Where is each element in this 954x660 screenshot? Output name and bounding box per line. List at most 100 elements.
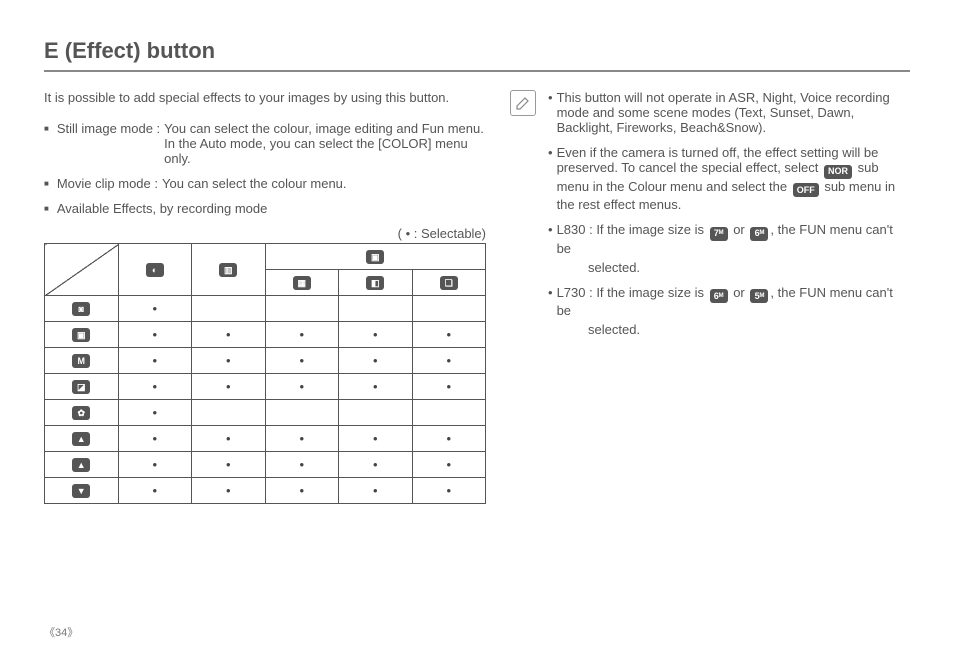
table-row-header: ◙ bbox=[45, 296, 119, 322]
note-4-text: L730 : If the image size is 6ᴹ or 5ᴹ, th… bbox=[557, 285, 910, 319]
manual-page: E (Effect) button It is possible to add … bbox=[0, 0, 954, 660]
table-cell bbox=[265, 322, 339, 348]
note-4-tail: selected. bbox=[548, 322, 910, 337]
size-icon: 5ᴹ bbox=[750, 289, 768, 303]
page-number-value: 34 bbox=[55, 627, 67, 639]
table-cell bbox=[265, 348, 339, 374]
note-4-pre: L730 : If the image size is bbox=[557, 285, 708, 300]
selectable-dot bbox=[373, 458, 378, 472]
table-cell bbox=[192, 452, 266, 478]
table-cell bbox=[118, 400, 192, 426]
table-row-header: ◪ bbox=[45, 374, 119, 400]
selectable-dot bbox=[152, 458, 157, 472]
bullet-still-body: You can select the colour, image editing… bbox=[164, 121, 486, 166]
page-title: E (Effect) button bbox=[44, 38, 910, 72]
mode-icon: ▲ bbox=[72, 432, 90, 446]
bullet-marker bbox=[44, 176, 53, 191]
selectable-dot bbox=[299, 328, 304, 342]
table-row: ▼ bbox=[45, 478, 486, 504]
mode-icon: ▲ bbox=[72, 458, 90, 472]
bullet-dot: • bbox=[548, 222, 553, 256]
selectable-dot bbox=[299, 380, 304, 394]
table-row: ▣ bbox=[45, 322, 486, 348]
note-icon bbox=[510, 90, 536, 116]
bullet-dot: • bbox=[548, 90, 553, 135]
table-subcol-header: ❏ bbox=[412, 270, 486, 296]
bullet-marker bbox=[44, 121, 53, 166]
selectable-dot bbox=[152, 302, 157, 316]
table-cell bbox=[412, 426, 486, 452]
size-icon: 7ᴹ bbox=[710, 227, 728, 241]
table-cell bbox=[412, 478, 486, 504]
table-cell bbox=[192, 322, 266, 348]
note-item-4: • L730 : If the image size is 6ᴹ or 5ᴹ, … bbox=[548, 285, 910, 319]
bullet-dot: • bbox=[548, 145, 553, 212]
table-row-header: ▼ bbox=[45, 478, 119, 504]
bullet-movie: Movie clip mode : You can select the col… bbox=[44, 176, 486, 191]
bullet-movie-label: Movie clip mode : bbox=[57, 176, 158, 191]
table-cell bbox=[192, 296, 266, 322]
table-cell bbox=[412, 348, 486, 374]
selectable-dot bbox=[373, 432, 378, 446]
selectable-dot bbox=[152, 406, 157, 420]
table-subcol-header: ▦ bbox=[265, 270, 339, 296]
table-row-header: M bbox=[45, 348, 119, 374]
table-cell bbox=[192, 426, 266, 452]
mode-icon: ◙ bbox=[72, 302, 90, 316]
note-4-mid: or bbox=[730, 285, 749, 300]
selectable-dot bbox=[299, 354, 304, 368]
note-2-text: Even if the camera is turned off, the ef… bbox=[557, 145, 910, 212]
table-cell bbox=[339, 348, 413, 374]
off-icon: OFF bbox=[793, 183, 819, 197]
table-cell bbox=[339, 452, 413, 478]
fun-icon: ▣ bbox=[366, 250, 384, 264]
pencil-icon bbox=[515, 95, 531, 111]
table-row: ◙ bbox=[45, 296, 486, 322]
table-cell bbox=[412, 296, 486, 322]
selectable-dot bbox=[152, 432, 157, 446]
selectable-dot bbox=[226, 484, 231, 498]
table-row-header: ✿ bbox=[45, 400, 119, 426]
sub-icon-1: ▦ bbox=[293, 276, 311, 290]
table-cell bbox=[339, 374, 413, 400]
table-row: ✿ bbox=[45, 400, 486, 426]
note-3-pre: L830 : If the image size is bbox=[557, 222, 708, 237]
table-cell bbox=[339, 478, 413, 504]
table-cell bbox=[339, 400, 413, 426]
note-3-text: L830 : If the image size is 7ᴹ or 6ᴹ, th… bbox=[557, 222, 910, 256]
table-cell bbox=[118, 426, 192, 452]
table-cell bbox=[265, 374, 339, 400]
table-cell bbox=[265, 426, 339, 452]
sub-icon-2: ◧ bbox=[366, 276, 384, 290]
note-3-tail: selected. bbox=[548, 260, 910, 275]
bullet-avail: Available Effects, by recording mode bbox=[44, 201, 486, 216]
selectable-dot bbox=[373, 354, 378, 368]
selectable-dot bbox=[446, 458, 451, 472]
bullet-still: Still image mode : You can select the co… bbox=[44, 121, 486, 166]
mode-icon: M bbox=[72, 354, 90, 368]
table-cell bbox=[412, 400, 486, 426]
selectable-dot bbox=[446, 432, 451, 446]
table-cell bbox=[265, 478, 339, 504]
note-box: • This button will not operate in ASR, N… bbox=[510, 90, 910, 337]
page-number: 《34》 bbox=[44, 624, 78, 640]
table-col-header: ▥ bbox=[192, 244, 266, 296]
selectable-dot bbox=[152, 484, 157, 498]
bullet-marker bbox=[44, 201, 53, 216]
table-cell bbox=[192, 374, 266, 400]
note-item-1: • This button will not operate in ASR, N… bbox=[548, 90, 910, 135]
mode-icon: ✿ bbox=[72, 406, 90, 420]
content-columns: It is possible to add special effects to… bbox=[44, 90, 910, 504]
intro-text: It is possible to add special effects to… bbox=[44, 90, 486, 105]
table-cell bbox=[118, 374, 192, 400]
table-row-header: ▲ bbox=[45, 426, 119, 452]
table-cell bbox=[265, 400, 339, 426]
selectable-dot bbox=[299, 484, 304, 498]
table-row: ◪ bbox=[45, 374, 486, 400]
table-cell bbox=[192, 348, 266, 374]
table-cell bbox=[118, 452, 192, 478]
nor-icon: NOR bbox=[824, 165, 852, 179]
table-row: M bbox=[45, 348, 486, 374]
selectable-dot bbox=[152, 328, 157, 342]
selectable-dot bbox=[299, 458, 304, 472]
